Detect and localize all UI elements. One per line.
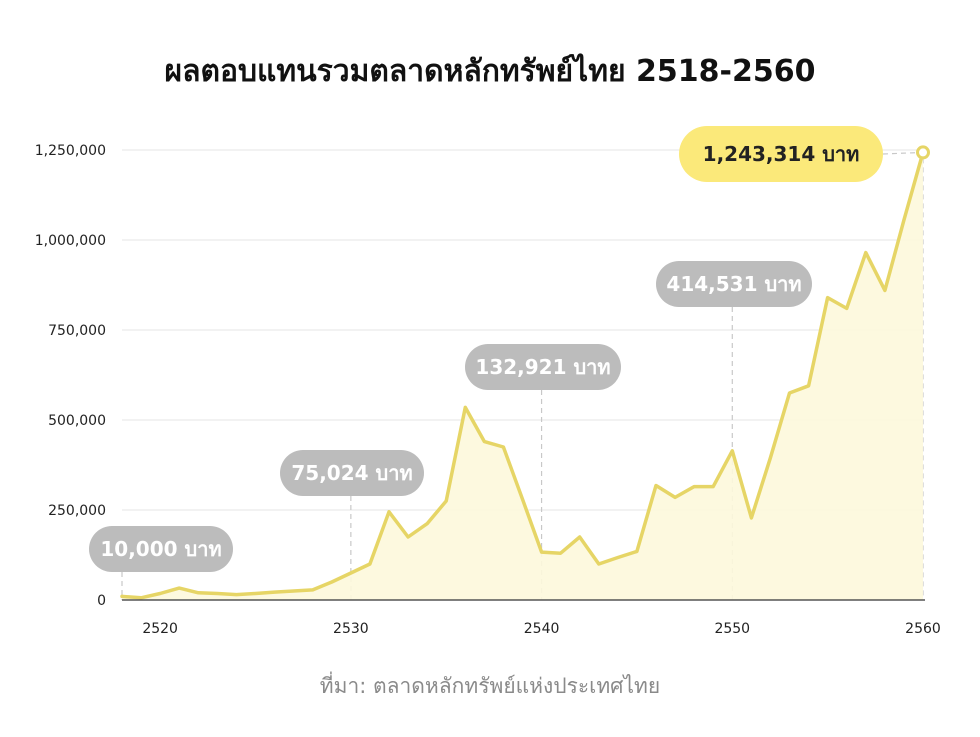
- annotation-guide: [882, 151, 924, 155]
- y-tick-label: 1,250,000: [35, 143, 106, 159]
- x-tick-label: 2560: [905, 621, 941, 637]
- annotation-pill: [465, 344, 621, 390]
- annotation-callout: 75,024 บาท: [280, 450, 424, 496]
- chart-title: ผลตอบแทนรวมตลาดหลักทรัพย์ไทย 2518-2560: [164, 54, 816, 89]
- x-axis-ticks: 2520 2530 2540 2550 2560: [142, 621, 940, 637]
- x-tick-label: 2530: [333, 621, 369, 637]
- annotation-callout: 132,921 บาท: [465, 344, 621, 390]
- y-tick-label: 0: [97, 593, 106, 609]
- x-tick-label: 2540: [524, 621, 560, 637]
- annotation-label: 10,000 บาท: [100, 537, 221, 561]
- annotation-label: 75,024 บาท: [291, 461, 412, 485]
- annotation-pill: [280, 450, 424, 496]
- end-point-marker: [916, 145, 930, 160]
- y-axis-ticks: 0 250,000 500,000 750,000 1,000,000 1,250,000: [35, 143, 106, 609]
- y-tick-label: 1,000,000: [35, 233, 106, 249]
- y-tick-label: 500,000: [48, 413, 106, 429]
- annotation-callout: 10,000 บาท: [89, 526, 233, 572]
- x-tick-label: 2520: [142, 621, 178, 637]
- annotation-callouts: 10,000 บาท 75,024 บาท 132,921 บาท 414,531 บ…: [89, 126, 883, 572]
- source-note: ที่มา: ตลาดหลักทรัพย์แห่งประเทศไทย: [319, 674, 661, 698]
- annotation-callout: 414,531 บาท: [656, 261, 812, 307]
- annotation-pill: [679, 126, 883, 182]
- annotation-pill: [89, 526, 233, 572]
- y-tick-label: 750,000: [48, 323, 106, 339]
- annotation-label: 1,243,314 บาท: [703, 142, 860, 166]
- annotation-label: 132,921 บาท: [475, 355, 610, 379]
- annotation-label: 414,531 บาท: [666, 272, 801, 296]
- series-line: [120, 150, 925, 600]
- annotation-pill: [656, 261, 812, 307]
- annotation-callout: 1,243,314 บาท: [679, 126, 883, 182]
- y-tick-label: 250,000: [48, 503, 106, 519]
- x-tick-label: 2550: [714, 621, 750, 637]
- area-fill: [122, 152, 923, 600]
